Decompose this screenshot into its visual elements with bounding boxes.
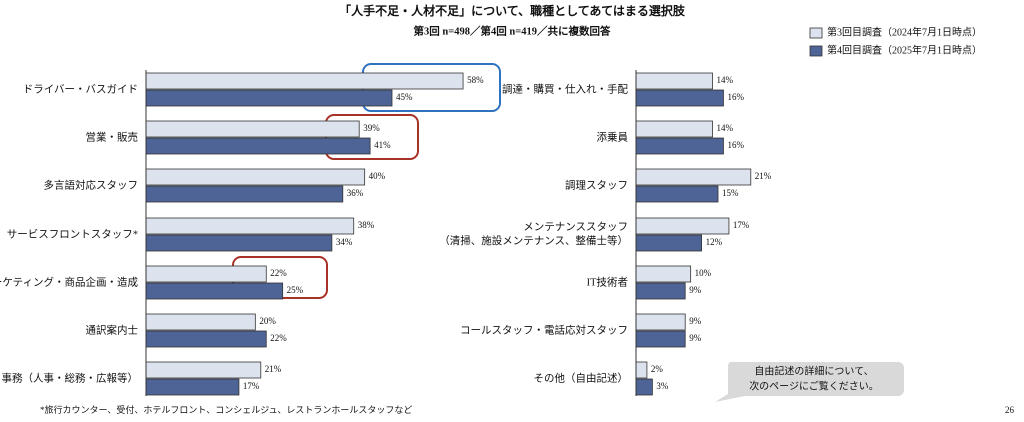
value-label: 41% [374,140,391,150]
legend-label: 第4回目調査（2025年7月1日時点） [827,43,982,56]
bar [145,137,371,155]
category-label: 調達・購買・仕入れ・手配 [502,82,628,95]
value-label: 25% [287,285,304,295]
category-label: 通訳案内士 [86,323,139,336]
value-label: 9% [689,285,702,295]
category-label: サービスフロントスタッフ* [7,228,138,240]
bar [635,282,686,300]
value-label: 36% [347,188,364,198]
value-label: 14% [717,123,734,133]
bar [145,120,360,138]
value-label: 40% [369,171,386,181]
value-label: 10% [695,268,712,278]
value-label: 14% [717,75,734,85]
subtitle: 第3回 n=498／第4回 n=419／共に複数回答 [414,24,611,37]
value-label: 15% [722,188,739,198]
bar [635,137,724,155]
category-label: 多言語対応スタッフ [44,178,139,191]
bar [145,330,267,348]
bar [145,313,256,331]
bar [635,265,692,283]
value-label: 22% [270,333,287,343]
value-label: 39% [363,123,380,133]
bar [635,185,719,203]
category-label: コールスタッフ・電話応対スタッフ [460,323,628,336]
value-label: 12% [706,237,723,247]
bar [145,185,344,203]
bar [145,217,355,235]
value-label: 16% [727,92,744,102]
value-label: 45% [396,92,413,102]
value-label: 58% [467,75,484,85]
legend-swatch [809,45,823,57]
value-label: 9% [689,333,702,343]
value-label: 16% [727,140,744,150]
legend-swatch [809,27,823,39]
category-label: IT技術者 [587,275,628,288]
category-label: マーケティング・商品企画・造成 [0,275,138,288]
bar [635,168,752,186]
bar [635,234,702,252]
bar [635,120,713,138]
bar [635,313,686,331]
bar [145,378,240,396]
category-label: 添乗員 [597,130,629,143]
bar [635,72,713,90]
value-label: 20% [259,316,276,326]
callout-text: 次のページにご覧ください。 [749,379,879,392]
value-label: 22% [270,268,287,278]
bar [635,89,724,107]
value-label: 17% [733,220,750,230]
callout-text: 自由記述の詳細について、 [754,364,873,377]
value-label: 3% [656,381,669,391]
bar [145,89,393,107]
category-label: ドライバー・バスガイド [23,83,138,95]
bar [145,168,366,186]
category-label: 営業・販売 [86,130,139,143]
value-label: 34% [336,237,353,247]
value-label: 21% [265,364,282,374]
category-label: 事務（人事・総務・広報等） [2,371,139,384]
bar [145,234,333,252]
bar [145,361,262,379]
value-label: 17% [243,381,260,391]
footnote: *旅行カウンター、受付、ホテルフロント、コンシェルジュ、レストランホールスタッフ… [40,404,412,415]
value-label: 2% [651,364,664,374]
value-label: 38% [358,220,375,230]
bar [145,265,267,283]
legend-label: 第3回目調査（2024年7月1日時点） [827,25,982,38]
bar [145,72,464,90]
bar [635,330,686,348]
category-label: 調理スタッフ [565,178,628,191]
category-label: メンテナンススタッフ（清掃、施設メンテナンス、整備士等） [439,221,628,247]
title: 「人手不足・人材不足」について、職種としてあてはまる選択肢 [339,3,686,18]
value-label: 9% [689,316,702,326]
callout-box [715,362,904,402]
bar [635,217,730,235]
category-label: その他（自由記述） [534,371,629,384]
bar [635,361,648,379]
bar [145,282,284,300]
bar [635,378,653,396]
page-number: 26 [1005,405,1015,415]
value-label: 21% [755,171,772,181]
